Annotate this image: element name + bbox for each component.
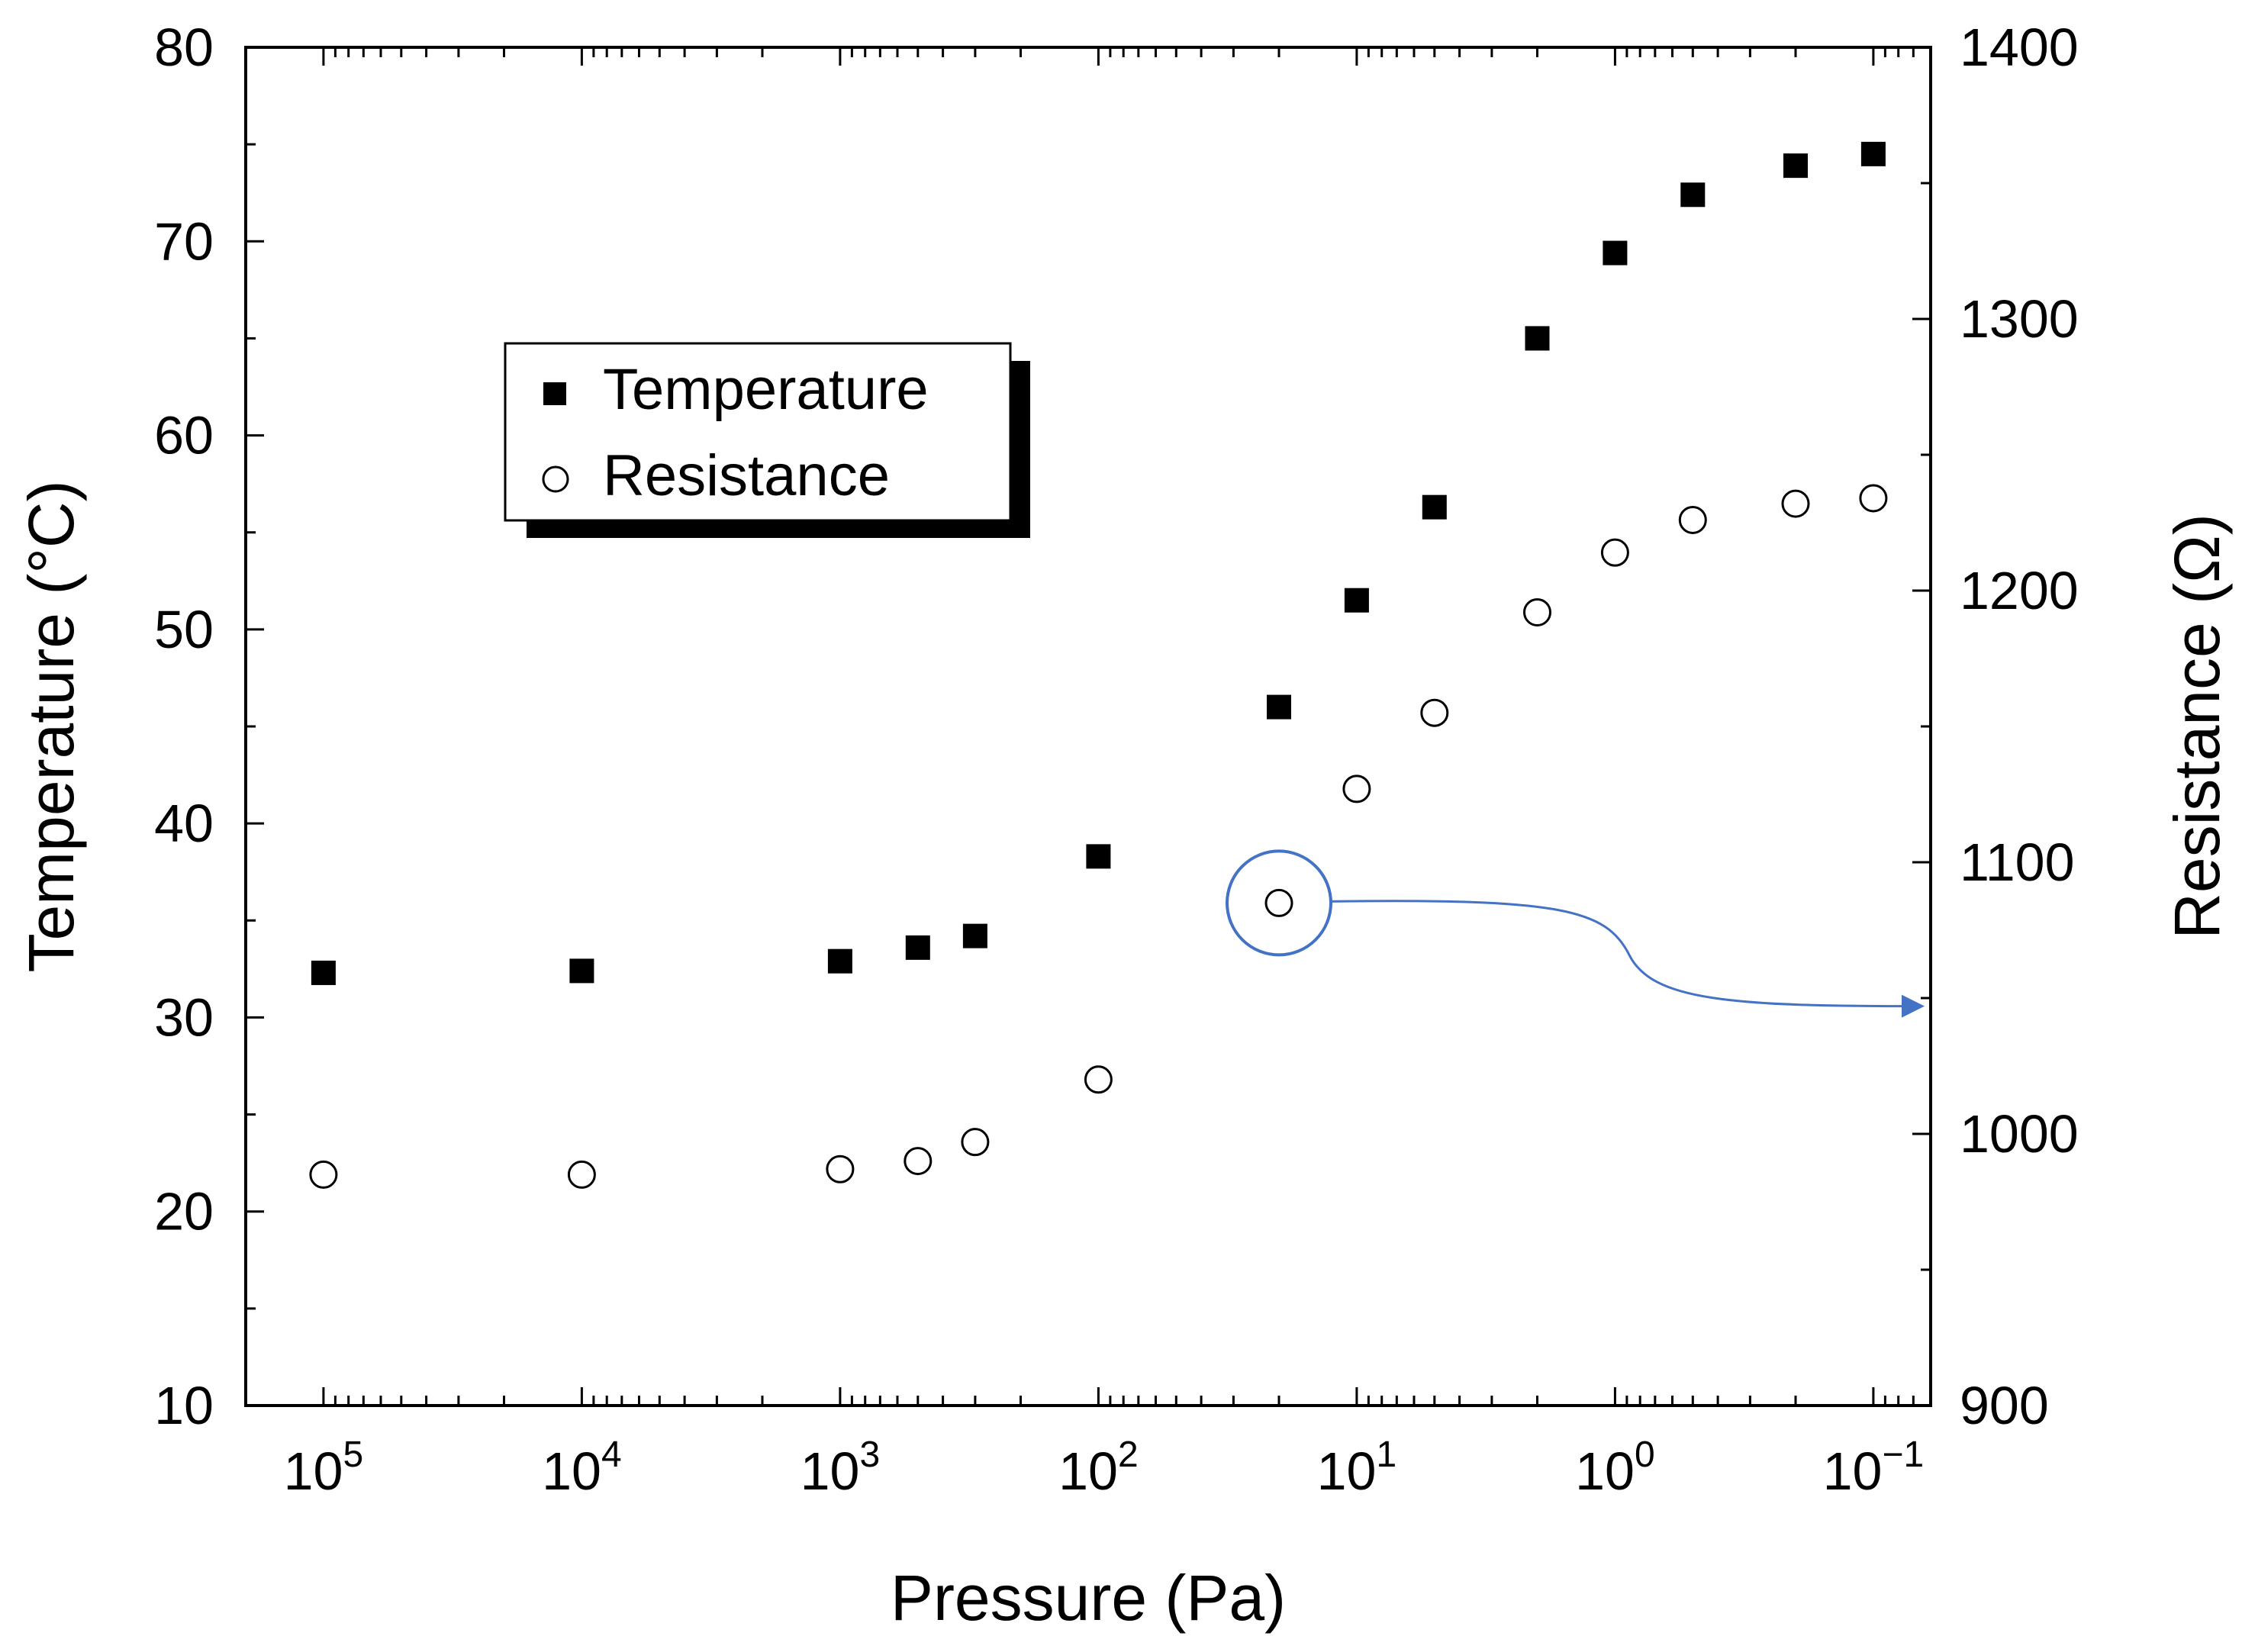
temperature-point <box>311 960 336 985</box>
temperature-point <box>1086 844 1111 869</box>
y-left-tick-label: 70 <box>154 211 214 271</box>
x-tick-label: 104 <box>542 1435 622 1501</box>
legend-resistance-label: Resistance <box>603 443 890 508</box>
highlight-annotation <box>1226 849 1925 1018</box>
legend-box <box>504 342 1012 522</box>
temperature-point <box>1603 240 1628 266</box>
temperature-point <box>1783 153 1809 179</box>
resistance-point <box>1859 484 1888 513</box>
x-tick-label: 100 <box>1575 1435 1655 1501</box>
x-tick-label: 102 <box>1058 1435 1139 1501</box>
y-axis-right-title: Resistance (Ω) <box>2161 514 2233 939</box>
x-tick-label: 10−1 <box>1823 1435 1925 1501</box>
y-axis-right-ticks: 900 1000 1100 1200 1300 1400 <box>1912 18 2079 1435</box>
temperature-point <box>1525 326 1550 351</box>
x-tick-label: 105 <box>284 1435 364 1501</box>
legend-resistance-marker <box>542 465 569 493</box>
y-left-tick-label: 30 <box>154 987 214 1047</box>
y-left-tick-label: 20 <box>154 1182 214 1241</box>
temperature-point <box>1860 141 1886 166</box>
resistance-point <box>1523 597 1552 626</box>
temperature-point <box>905 935 930 960</box>
temperature-point <box>1267 694 1292 720</box>
resistance-point <box>1781 489 1810 518</box>
x-tick-label: 101 <box>1317 1435 1397 1501</box>
resistance-point <box>904 1147 933 1176</box>
x-tick-label: 103 <box>800 1435 881 1501</box>
temperature-point <box>1344 588 1369 613</box>
resistance-series <box>309 484 1888 1189</box>
resistance-point <box>1084 1065 1113 1094</box>
resistance-point <box>961 1128 990 1157</box>
legend-temperature-label: Temperature <box>603 357 929 422</box>
resistance-point <box>1420 698 1449 727</box>
y-right-tick-label: 1200 <box>1960 561 2079 620</box>
plot-frame <box>244 46 1932 1407</box>
y-axis-left-title: Temperature (°C) <box>15 480 87 972</box>
y-right-tick-label: 1000 <box>1960 1104 2079 1164</box>
y-right-tick-label: 900 <box>1960 1376 2049 1435</box>
resistance-point <box>1678 505 1707 534</box>
temperature-series <box>311 141 1886 985</box>
y-left-tick-label: 10 <box>154 1376 214 1435</box>
highlight-circle <box>1226 849 1333 957</box>
y-left-tick-label: 50 <box>154 600 214 659</box>
temperature-point <box>1422 494 1447 520</box>
y-right-tick-label: 1300 <box>1960 289 2079 349</box>
x-axis-ticks: 105 104 103 102 101 100 10−1 <box>244 47 1932 1501</box>
x-axis-title: Pressure (Pa) <box>891 1562 1286 1634</box>
temperature-point <box>569 958 594 984</box>
legend-temperature-marker <box>543 382 566 405</box>
temperature-point <box>827 948 852 974</box>
resistance-point <box>1600 538 1629 567</box>
temperature-point <box>962 923 987 948</box>
resistance-point <box>826 1154 855 1183</box>
y-right-tick-label: 1100 <box>1960 832 2075 892</box>
y-left-tick-label: 80 <box>154 18 214 77</box>
resistance-point <box>1342 774 1371 803</box>
y-left-tick-label: 60 <box>154 406 214 465</box>
y-left-tick-label: 40 <box>154 794 214 853</box>
temperature-point <box>1680 182 1706 208</box>
annotation-arrow <box>1330 900 1925 1018</box>
resistance-point <box>567 1160 596 1189</box>
y-axis-left-ticks: 10 20 30 40 50 60 70 80 <box>154 18 264 1435</box>
legend: Temperature Resistance <box>504 342 1030 538</box>
y-right-tick-label: 1400 <box>1960 18 2079 77</box>
resistance-point <box>1264 888 1293 917</box>
resistance-point <box>309 1160 338 1189</box>
